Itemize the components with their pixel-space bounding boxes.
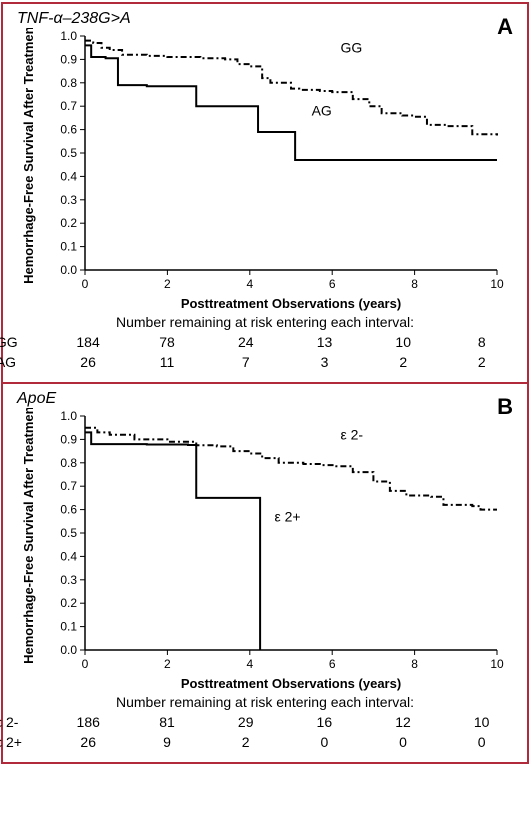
svg-text:1.0: 1.0 — [60, 409, 77, 423]
panel-letter-b: B — [497, 394, 513, 420]
svg-text:0.8: 0.8 — [60, 456, 77, 470]
svg-text:10: 10 — [490, 657, 504, 671]
svg-text:0.4: 0.4 — [60, 549, 77, 563]
svg-text:8: 8 — [411, 277, 418, 291]
panel-title-a: TNF-α–238G>A — [17, 10, 521, 28]
risk-table-b: ε 2-1868129161210ε 2+2692000 — [0, 712, 521, 752]
svg-text:Hemorrhage-Free Survival After: Hemorrhage-Free Survival After Treatment — [21, 28, 36, 284]
svg-text:ε 2-: ε 2- — [340, 426, 363, 442]
svg-text:10: 10 — [490, 277, 504, 291]
svg-text:0: 0 — [82, 277, 89, 291]
svg-text:0.9: 0.9 — [60, 432, 77, 446]
figure-frame: A TNF-α–238G>A 0.00.10.20.30.40.50.60.70… — [1, 2, 529, 764]
svg-text:0.6: 0.6 — [60, 503, 77, 517]
svg-text:4: 4 — [246, 657, 253, 671]
panel-b: B ApoE 0.0 0.1 0.2 0.3 0.4 0.5 0.6 0.7 0.8 0.9 1.0… — [3, 382, 527, 762]
svg-text:6: 6 — [329, 277, 336, 291]
svg-text:0.2: 0.2 — [60, 216, 77, 230]
svg-text:AG: AG — [312, 103, 332, 119]
svg-text:0.5: 0.5 — [60, 526, 77, 540]
panel-a: A TNF-α–238G>A 0.00.10.20.30.40.50.60.70… — [3, 4, 527, 382]
risk-table-a: GG184782413108AG26117322 — [0, 332, 521, 372]
svg-text:0.7: 0.7 — [60, 479, 77, 493]
km-chart-a: 0.0 0.1 0.2 0.3 0.4 0.5 0.6 0.7 0.8 0.9 1.0 0 2 4 6 8 10… — [15, 28, 515, 318]
svg-text:0.0: 0.0 — [60, 263, 77, 277]
svg-text:0.3: 0.3 — [60, 573, 77, 587]
panel-title-b-text: ApoE — [17, 390, 56, 407]
svg-text:0.8: 0.8 — [60, 76, 77, 90]
svg-text:Hemorrhage-Free Survival After: Hemorrhage-Free Survival After Treatment — [21, 408, 36, 664]
svg-text:1.0: 1.0 — [60, 29, 77, 43]
svg-text:6: 6 — [329, 657, 336, 671]
panel-title-b: ApoE — [17, 390, 521, 408]
svg-text:GG: GG — [340, 39, 362, 55]
risk-caption-a: Number remaining at risk entering each i… — [9, 314, 521, 330]
svg-text:0.7: 0.7 — [60, 99, 77, 113]
svg-text:ε 2+: ε 2+ — [275, 508, 301, 524]
svg-text:0: 0 — [82, 657, 89, 671]
svg-text:Posttreatment Observations (ye: Posttreatment Observations (years) — [181, 296, 401, 311]
svg-text:0.0: 0.0 — [60, 643, 77, 657]
km-chart-b: 0.0 0.1 0.2 0.3 0.4 0.5 0.6 0.7 0.8 0.9 1.0 0 2 4 6 8 10… — [15, 408, 515, 698]
svg-text:0.9: 0.9 — [60, 52, 77, 66]
svg-text:0.6: 0.6 — [60, 123, 77, 137]
panel-title-a-text: TNF-α–238G>A — [17, 10, 131, 27]
risk-caption-b: Number remaining at risk entering each i… — [9, 694, 521, 710]
svg-text:4: 4 — [246, 277, 253, 291]
svg-text:0.3: 0.3 — [60, 193, 77, 207]
svg-text:0.2: 0.2 — [60, 596, 77, 610]
svg-text:8: 8 — [411, 657, 418, 671]
svg-text:0.4: 0.4 — [60, 169, 77, 183]
svg-text:Posttreatment Observations (ye: Posttreatment Observations (years) — [181, 676, 401, 691]
svg-text:0.5: 0.5 — [60, 146, 77, 160]
svg-text:2: 2 — [164, 277, 171, 291]
svg-text:0.1: 0.1 — [60, 240, 77, 254]
svg-text:2: 2 — [164, 657, 171, 671]
panel-letter-a: A — [497, 14, 513, 40]
svg-text:0.1: 0.1 — [60, 620, 77, 634]
